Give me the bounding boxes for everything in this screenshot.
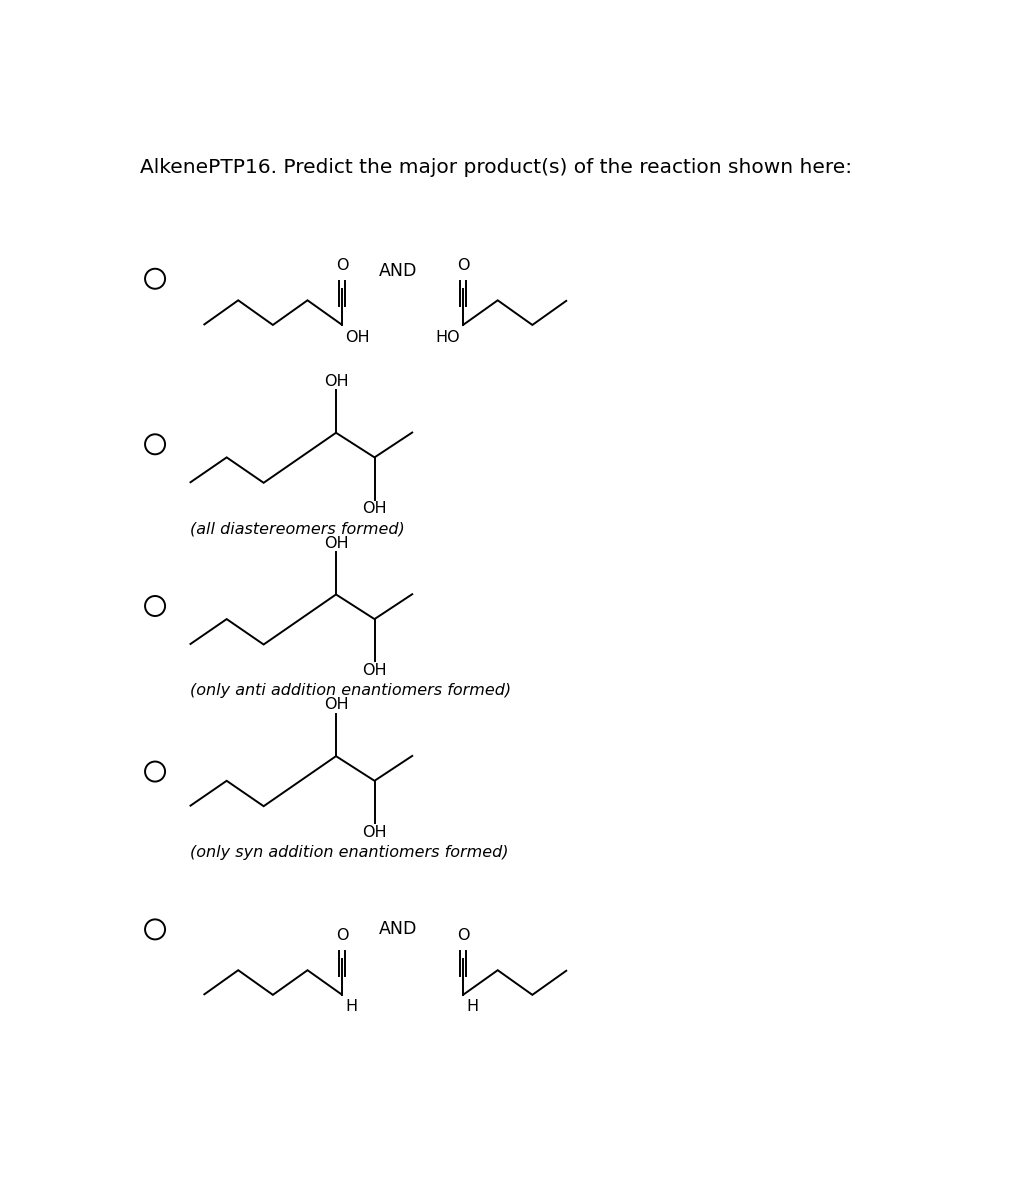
Text: AlkenePTP16. Predict the major product(s) of the reaction shown here:: AlkenePTP16. Predict the major product(s… xyxy=(140,158,852,176)
Text: OH: OH xyxy=(324,535,349,551)
Text: (all diastereomers formed): (all diastereomers formed) xyxy=(189,521,405,536)
Text: OH: OH xyxy=(362,662,387,678)
Text: AND: AND xyxy=(379,262,417,280)
Text: OH: OH xyxy=(362,502,387,516)
Text: (only syn addition enantiomers formed): (only syn addition enantiomers formed) xyxy=(189,845,508,859)
Text: O: O xyxy=(336,929,349,943)
Text: H: H xyxy=(466,1000,478,1014)
Text: (only anti addition enantiomers formed): (only anti addition enantiomers formed) xyxy=(189,683,511,698)
Text: H: H xyxy=(346,1000,357,1014)
Text: O: O xyxy=(336,258,349,274)
Text: OH: OH xyxy=(346,330,369,344)
Text: OH: OH xyxy=(362,824,387,840)
Text: OH: OH xyxy=(324,697,349,713)
Text: O: O xyxy=(456,929,469,943)
Text: HO: HO xyxy=(436,330,460,344)
Text: OH: OH xyxy=(324,374,349,389)
Text: AND: AND xyxy=(379,920,417,938)
Text: O: O xyxy=(456,258,469,274)
